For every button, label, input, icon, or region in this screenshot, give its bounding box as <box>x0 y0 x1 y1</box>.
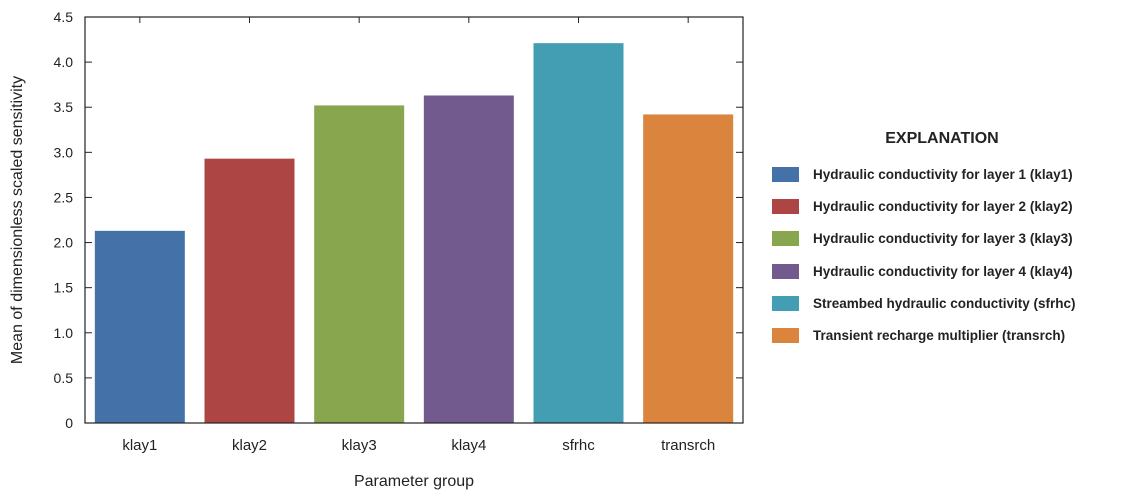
legend-item-sfrhc: Streambed hydraulic conductivity (sfrhc) <box>772 294 1122 314</box>
bar-klay3 <box>314 105 405 424</box>
legend-label: Hydraulic conductivity for layer 3 (klay… <box>813 231 1073 247</box>
y-tick-label: 3.5 <box>54 99 74 115</box>
x-tick-label-transrch: transrch <box>661 437 715 454</box>
y-tick-label: 0.5 <box>54 370 74 386</box>
y-tick-label: 2.5 <box>54 189 74 205</box>
y-tick-label: 1.5 <box>54 280 74 296</box>
legend-swatch <box>772 296 799 312</box>
y-tick-label: 2.0 <box>54 235 74 251</box>
x-axis-label: Parameter group <box>354 473 474 490</box>
y-tick-label: 1.0 <box>54 325 74 341</box>
legend-item-klay4: Hydraulic conductivity for layer 4 (klay… <box>772 261 1122 281</box>
y-tick-label: 4.0 <box>54 54 74 70</box>
y-axis-label: Mean of dimensionless scaled sensitivity <box>9 76 26 364</box>
x-tick-label-klay2: klay2 <box>232 437 267 454</box>
x-tick-label-klay4: klay4 <box>451 437 486 454</box>
legend-item-klay3: Hydraulic conductivity for layer 3 (klay… <box>772 229 1122 249</box>
legend: EXPLANATION Hydraulic conductivity for l… <box>772 130 1122 358</box>
x-tick-label-sfrhc: sfrhc <box>562 437 595 454</box>
legend-item-transrch: Transient recharge multiplier (transrch) <box>772 326 1122 346</box>
plot-frame <box>84 16 744 424</box>
y-tick-label: 4.5 <box>54 9 74 25</box>
legend-label: Streambed hydraulic conductivity (sfrhc) <box>813 296 1076 312</box>
legend-swatch <box>772 198 799 214</box>
bar-sfrhc <box>533 43 624 423</box>
bar-klay2 <box>204 158 295 423</box>
legend-swatch <box>772 263 799 279</box>
y-tick-label: 0 <box>65 415 73 431</box>
bar-klay1 <box>94 230 185 423</box>
bar-klay4 <box>423 95 514 424</box>
legend-item-klay1: Hydraulic conductivity for layer 1 (klay… <box>772 164 1122 184</box>
legend-label: Hydraulic conductivity for layer 2 (klay… <box>813 198 1073 214</box>
legend-swatch <box>772 166 799 182</box>
legend-item-klay2: Hydraulic conductivity for layer 2 (klay… <box>772 196 1122 216</box>
legend-label: Transient recharge multiplier (transrch) <box>813 328 1066 344</box>
legend-label: Hydraulic conductivity for layer 1 (klay… <box>813 166 1073 182</box>
x-tick-label-klay1: klay1 <box>122 437 157 454</box>
legend-title: EXPLANATION <box>885 130 999 147</box>
bar-transrch <box>643 114 734 423</box>
legend-swatch <box>772 328 799 344</box>
legend-label: Hydraulic conductivity for layer 4 (klay… <box>813 263 1073 279</box>
y-tick-label: 3.0 <box>54 144 74 160</box>
x-tick-label-klay3: klay3 <box>342 437 377 454</box>
legend-swatch <box>772 231 799 247</box>
